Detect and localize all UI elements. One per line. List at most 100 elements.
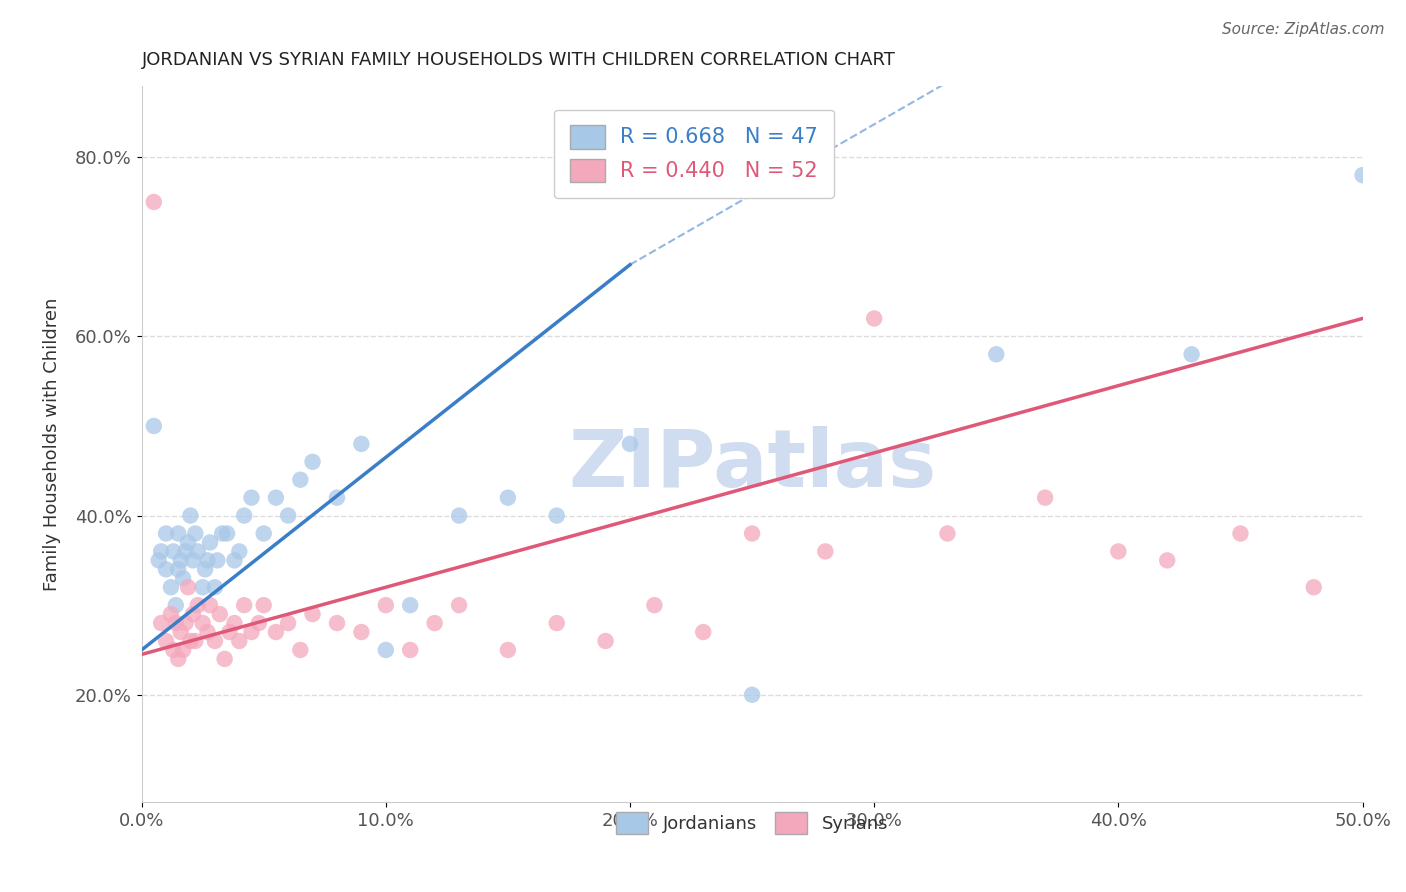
Point	[167, 652, 190, 666]
Point	[692, 625, 714, 640]
Point	[277, 616, 299, 631]
Point	[350, 625, 373, 640]
Point	[217, 526, 239, 541]
Point	[326, 491, 349, 505]
Point	[181, 607, 204, 621]
Point	[177, 580, 200, 594]
Point	[643, 598, 665, 612]
Point	[399, 598, 422, 612]
Point	[290, 643, 312, 657]
Point	[224, 616, 246, 631]
Point	[172, 571, 194, 585]
Point	[174, 616, 197, 631]
Point	[233, 508, 256, 523]
Point	[191, 580, 214, 594]
Point	[148, 553, 170, 567]
Text: JORDANIAN VS SYRIAN FAMILY HOUSEHOLDS WITH CHILDREN CORRELATION CHART: JORDANIAN VS SYRIAN FAMILY HOUSEHOLDS WI…	[142, 51, 896, 69]
Point	[162, 643, 184, 657]
Point	[1156, 553, 1178, 567]
Point	[546, 616, 568, 631]
Point	[170, 553, 193, 567]
Point	[496, 491, 519, 505]
Point	[160, 580, 183, 594]
Point	[1107, 544, 1129, 558]
Point	[496, 643, 519, 657]
Point	[191, 616, 214, 631]
Point	[170, 625, 193, 640]
Point	[240, 625, 263, 640]
Point	[214, 652, 236, 666]
Point	[155, 634, 177, 648]
Point	[197, 553, 219, 567]
Point	[301, 607, 323, 621]
Point	[1181, 347, 1204, 361]
Point	[167, 562, 190, 576]
Point	[447, 508, 470, 523]
Point	[277, 508, 299, 523]
Point	[1302, 580, 1324, 594]
Point	[198, 598, 221, 612]
Point	[184, 526, 207, 541]
Point	[208, 607, 231, 621]
Point	[264, 491, 287, 505]
Point	[165, 616, 187, 631]
Point	[264, 625, 287, 640]
Point	[187, 544, 209, 558]
Point	[546, 508, 568, 523]
Point	[374, 643, 396, 657]
Point	[247, 616, 270, 631]
Point	[374, 598, 396, 612]
Point	[150, 544, 173, 558]
Point	[181, 553, 204, 567]
Point	[399, 643, 422, 657]
Point	[165, 598, 187, 612]
Point	[177, 535, 200, 549]
Text: ZIPatlas: ZIPatlas	[568, 426, 936, 504]
Point	[167, 526, 190, 541]
Point	[142, 194, 165, 209]
Point	[240, 491, 263, 505]
Text: Source: ZipAtlas.com: Source: ZipAtlas.com	[1222, 22, 1385, 37]
Point	[142, 419, 165, 434]
Point	[301, 455, 323, 469]
Point	[187, 598, 209, 612]
Point	[172, 643, 194, 657]
Point	[207, 553, 229, 567]
Point	[936, 526, 959, 541]
Point	[741, 688, 763, 702]
Point	[290, 473, 312, 487]
Point	[162, 544, 184, 558]
Point	[179, 634, 201, 648]
Point	[447, 598, 470, 612]
Point	[350, 437, 373, 451]
Point	[179, 508, 201, 523]
Point	[204, 580, 226, 594]
Point	[423, 616, 446, 631]
Point	[986, 347, 1008, 361]
Point	[595, 634, 617, 648]
Point	[814, 544, 837, 558]
Point	[211, 526, 233, 541]
Point	[1229, 526, 1251, 541]
Point	[204, 634, 226, 648]
Point	[253, 526, 276, 541]
Point	[326, 616, 349, 631]
Point	[224, 553, 246, 567]
Legend: Jordanians, Syrians: Jordanians, Syrians	[607, 804, 897, 844]
Point	[741, 526, 763, 541]
Point	[174, 544, 197, 558]
Point	[863, 311, 886, 326]
Point	[197, 625, 219, 640]
Point	[228, 544, 250, 558]
Point	[160, 607, 183, 621]
Point	[1351, 168, 1374, 182]
Point	[198, 535, 221, 549]
Point	[184, 634, 207, 648]
Point	[228, 634, 250, 648]
Point	[194, 562, 217, 576]
Point	[155, 526, 177, 541]
Point	[150, 616, 173, 631]
Point	[253, 598, 276, 612]
Point	[619, 437, 641, 451]
Y-axis label: Family Households with Children: Family Households with Children	[44, 297, 60, 591]
